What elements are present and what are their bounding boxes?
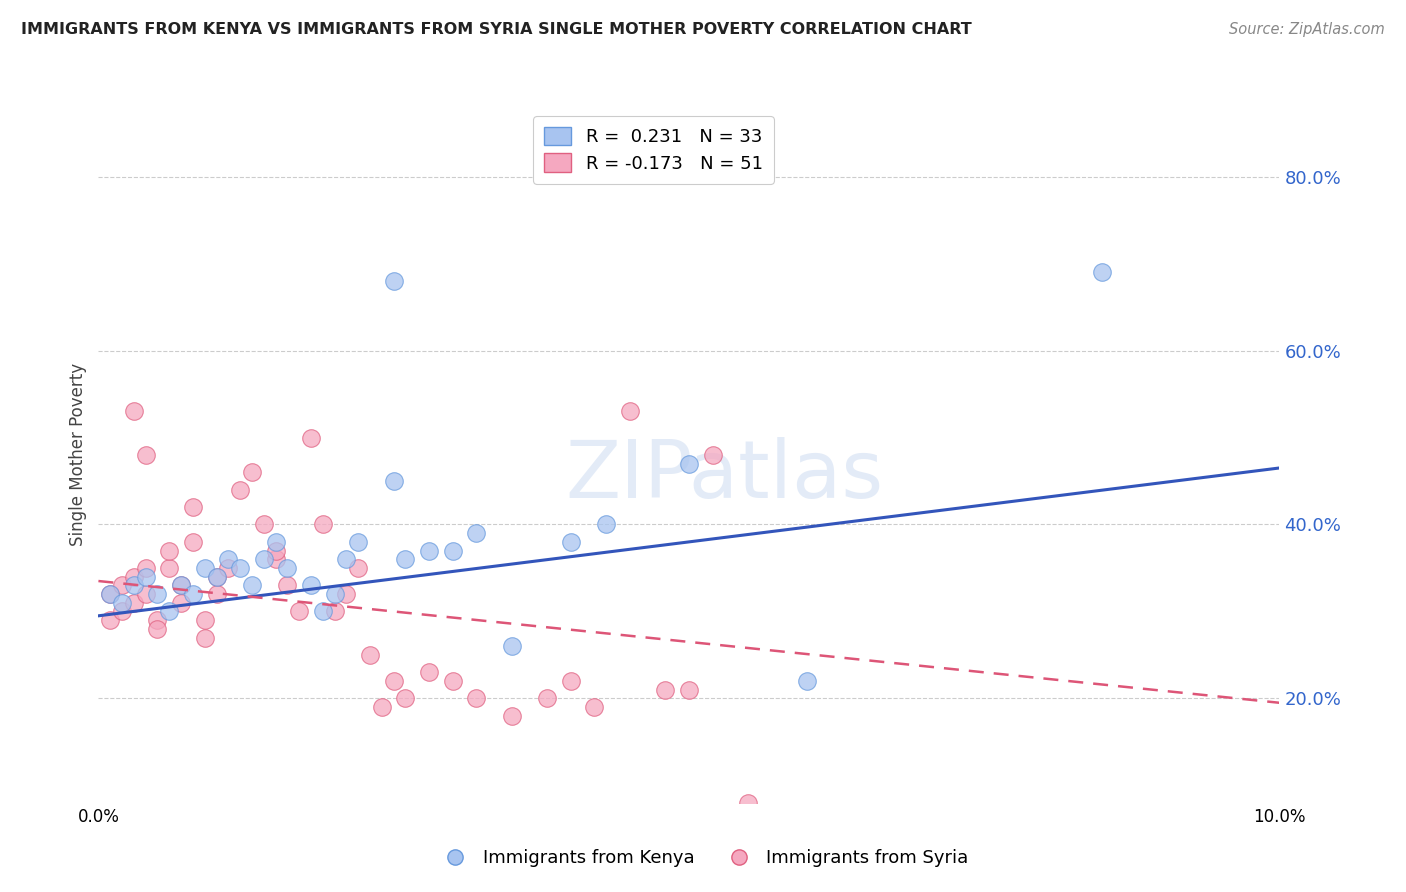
- Point: [146, 613, 169, 627]
- Point: [181, 534, 204, 549]
- Point: [619, 404, 641, 418]
- Point: [253, 517, 276, 532]
- Point: [501, 708, 523, 723]
- Legend: Immigrants from Kenya, Immigrants from Syria: Immigrants from Kenya, Immigrants from S…: [430, 842, 976, 874]
- Y-axis label: Single Mother Poverty: Single Mother Poverty: [69, 363, 87, 547]
- Point: [264, 552, 287, 566]
- Point: [737, 796, 759, 810]
- Point: [157, 543, 180, 558]
- Point: [501, 639, 523, 653]
- Text: ZIPatlas: ZIPatlas: [565, 437, 883, 515]
- Point: [194, 561, 217, 575]
- Point: [229, 561, 252, 575]
- Point: [135, 448, 157, 462]
- Point: [394, 691, 416, 706]
- Point: [299, 430, 322, 444]
- Point: [135, 570, 157, 584]
- Text: Source: ZipAtlas.com: Source: ZipAtlas.com: [1229, 22, 1385, 37]
- Point: [111, 596, 134, 610]
- Point: [1091, 265, 1114, 279]
- Point: [560, 674, 582, 689]
- Point: [122, 404, 145, 418]
- Point: [441, 674, 464, 689]
- Point: [217, 561, 239, 575]
- Point: [678, 682, 700, 697]
- Point: [157, 605, 180, 619]
- Point: [146, 622, 169, 636]
- Point: [335, 587, 357, 601]
- Point: [205, 587, 228, 601]
- Point: [253, 552, 276, 566]
- Point: [181, 587, 204, 601]
- Point: [194, 613, 217, 627]
- Point: [170, 578, 193, 592]
- Point: [240, 578, 263, 592]
- Point: [181, 500, 204, 514]
- Point: [217, 552, 239, 566]
- Point: [229, 483, 252, 497]
- Legend: R =  0.231   N = 33, R = -0.173   N = 51: R = 0.231 N = 33, R = -0.173 N = 51: [533, 116, 773, 184]
- Point: [276, 561, 298, 575]
- Point: [678, 457, 700, 471]
- Point: [347, 561, 370, 575]
- Point: [170, 596, 193, 610]
- Point: [264, 534, 287, 549]
- Point: [288, 605, 311, 619]
- Point: [323, 605, 346, 619]
- Point: [98, 613, 121, 627]
- Point: [359, 648, 381, 662]
- Point: [796, 674, 818, 689]
- Point: [335, 552, 357, 566]
- Point: [418, 543, 440, 558]
- Point: [560, 534, 582, 549]
- Point: [595, 517, 617, 532]
- Point: [111, 578, 134, 592]
- Point: [135, 561, 157, 575]
- Point: [371, 700, 394, 714]
- Point: [98, 587, 121, 601]
- Point: [264, 543, 287, 558]
- Point: [135, 587, 157, 601]
- Point: [157, 561, 180, 575]
- Point: [382, 474, 405, 488]
- Point: [536, 691, 558, 706]
- Point: [382, 274, 405, 288]
- Text: IMMIGRANTS FROM KENYA VS IMMIGRANTS FROM SYRIA SINGLE MOTHER POVERTY CORRELATION: IMMIGRANTS FROM KENYA VS IMMIGRANTS FROM…: [21, 22, 972, 37]
- Point: [465, 691, 488, 706]
- Point: [205, 570, 228, 584]
- Point: [312, 517, 335, 532]
- Point: [394, 552, 416, 566]
- Point: [441, 543, 464, 558]
- Point: [98, 587, 121, 601]
- Point: [702, 448, 724, 462]
- Point: [654, 682, 676, 697]
- Point: [111, 605, 134, 619]
- Point: [122, 570, 145, 584]
- Point: [276, 578, 298, 592]
- Point: [122, 596, 145, 610]
- Point: [122, 578, 145, 592]
- Point: [299, 578, 322, 592]
- Point: [146, 587, 169, 601]
- Point: [323, 587, 346, 601]
- Point: [382, 674, 405, 689]
- Point: [170, 578, 193, 592]
- Point: [205, 570, 228, 584]
- Point: [194, 631, 217, 645]
- Point: [312, 605, 335, 619]
- Point: [465, 526, 488, 541]
- Point: [418, 665, 440, 680]
- Point: [240, 466, 263, 480]
- Point: [347, 534, 370, 549]
- Point: [583, 700, 606, 714]
